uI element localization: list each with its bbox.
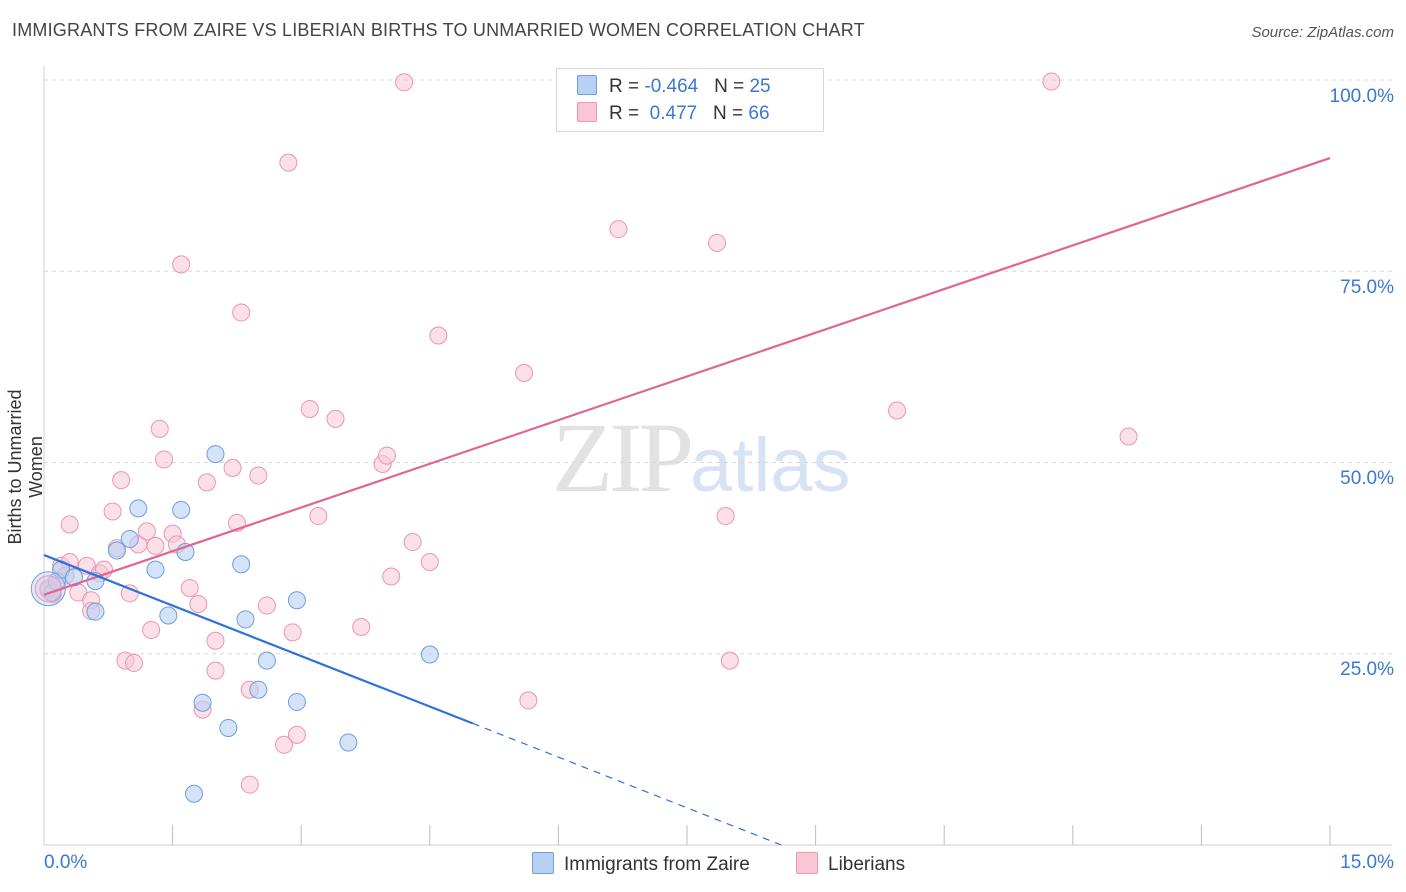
liberians-point <box>240 775 259 794</box>
legend-row-zaire: R = -0.464 N = 25 <box>577 75 771 99</box>
liberians-point <box>708 233 727 252</box>
zaire-point <box>232 555 251 574</box>
legend-swatch-zaire <box>577 75 597 95</box>
liberians-point <box>300 399 319 418</box>
liberians-point <box>377 446 396 465</box>
legend-n-value-zaire: 25 <box>749 76 771 97</box>
zaire-point <box>339 733 358 752</box>
liberians-point <box>155 450 174 469</box>
watermark-atlas: atlas <box>690 423 851 508</box>
liberians-point <box>142 621 161 640</box>
liberians-point <box>309 507 328 526</box>
liberians-point <box>275 735 294 754</box>
liberians-point <box>137 522 156 541</box>
liberians-point <box>395 73 414 92</box>
liberians-point <box>326 409 345 428</box>
liberians-point <box>180 578 199 597</box>
liberians-point <box>403 533 422 552</box>
legend-n-label-liberians: N = <box>713 103 749 124</box>
liberians-point <box>279 153 298 172</box>
source-label: Source: ZipAtlas.com <box>1251 24 1394 41</box>
liberians-point <box>172 255 191 274</box>
zaire-point <box>236 610 255 629</box>
zaire-point <box>107 541 126 560</box>
legend-r-value-zaire: -0.464 <box>644 76 699 97</box>
zaire-point <box>287 692 306 711</box>
liberians-cluster-point <box>34 575 62 603</box>
liberians-point <box>1119 427 1138 446</box>
zaire-trendline-extension <box>472 722 782 846</box>
y-tick-label-100: 100.0% <box>1329 86 1394 107</box>
liberians-point <box>283 623 302 642</box>
liberians-point <box>515 363 534 382</box>
liberians-point <box>206 631 225 650</box>
bottom-legend-label-liberians: Liberians <box>828 854 906 875</box>
liberians-point <box>150 419 169 438</box>
liberians-point <box>125 653 144 672</box>
liberians-point <box>146 536 165 555</box>
zaire-point <box>287 591 306 610</box>
liberians-point <box>257 596 276 615</box>
liberians-point <box>112 471 131 490</box>
legend-r-value-liberians: 0.477 <box>644 103 698 124</box>
liberians-point <box>352 617 371 636</box>
y-tick-label-25: 25.0% <box>1340 659 1394 680</box>
zipatlas-watermark: ZIPatlas <box>552 400 851 515</box>
zaire-point <box>420 645 439 664</box>
liberians-point <box>716 507 735 526</box>
liberians-point <box>429 326 448 345</box>
legend-n-value-liberians: 66 <box>748 103 770 124</box>
zaire-point <box>172 500 191 519</box>
bottom-legend-zaire: Immigrants from Zaire <box>532 852 750 876</box>
legend-r-label-zaire: R = <box>609 76 645 97</box>
y-tick-label-50: 50.0% <box>1340 468 1394 489</box>
liberians-point <box>189 595 208 614</box>
y-tick-label-75: 75.0% <box>1340 277 1394 298</box>
zaire-point <box>185 784 204 803</box>
liberians-point <box>609 220 628 239</box>
bottom-legend-liberians: Liberians <box>796 852 905 876</box>
liberians-point <box>103 502 122 521</box>
zaire-point <box>159 606 178 625</box>
chart-title: IMMIGRANTS FROM ZAIRE VS LIBERIAN BIRTHS… <box>12 20 865 40</box>
liberians-point <box>382 567 401 586</box>
liberians-point <box>206 661 225 680</box>
liberians-point <box>60 515 79 534</box>
watermark-zip: ZIP <box>552 402 694 513</box>
liberians-point <box>232 303 251 322</box>
liberians-point <box>519 691 538 710</box>
zaire-point <box>249 680 268 699</box>
liberians-point <box>720 651 739 670</box>
y-axis-label: Births to Unmarried Women <box>5 389 46 545</box>
zaire-point <box>193 693 212 712</box>
x-tick-label-max: 15.0% <box>1340 852 1394 873</box>
liberians-point <box>120 584 139 603</box>
zaire-point <box>206 445 225 464</box>
bottom-legend-swatch-liberians <box>796 852 818 874</box>
zaire-point <box>129 499 148 518</box>
legend-r-label-liberians: R = <box>609 103 645 124</box>
liberians-point <box>1042 72 1061 91</box>
zaire-point <box>219 718 238 737</box>
legend-swatch-liberians <box>577 102 597 122</box>
zaire-point <box>257 651 276 670</box>
zaire-trendline <box>43 554 474 725</box>
liberians-point <box>249 466 268 485</box>
legend-n-label-zaire: N = <box>714 76 750 97</box>
correlation-legend: R = -0.464 N = 25 R = 0.477 N = 66 <box>556 68 824 132</box>
x-tick-label-min: 0.0% <box>44 852 88 873</box>
liberians-point <box>197 473 216 492</box>
zaire-point <box>146 560 165 579</box>
bottom-legend-swatch-zaire <box>532 852 554 874</box>
liberians-point <box>420 552 439 571</box>
liberians-point <box>223 458 242 477</box>
legend-row-liberians: R = 0.477 N = 66 <box>577 102 770 126</box>
liberians-point <box>888 401 907 420</box>
liberians-point <box>287 725 306 744</box>
zaire-point <box>120 530 139 548</box>
bottom-legend-label-zaire: Immigrants from Zaire <box>564 854 750 875</box>
zaire-point <box>86 602 105 621</box>
liberians-trendline <box>43 156 1331 596</box>
